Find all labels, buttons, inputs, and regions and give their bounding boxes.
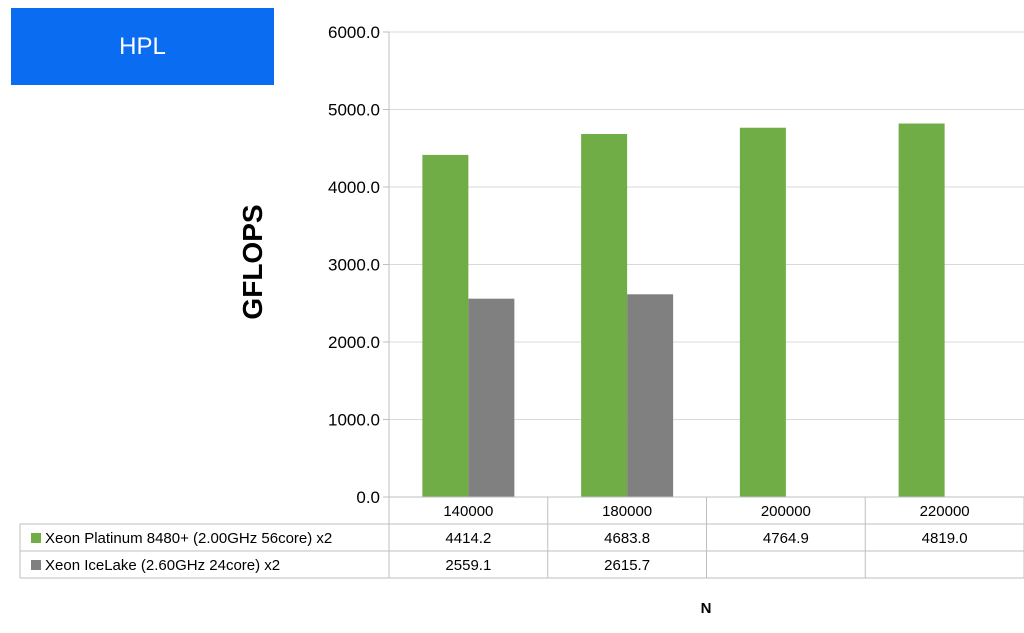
x-tick-label: 180000 (602, 503, 652, 520)
chart-title: HPL (11, 8, 274, 85)
bar (627, 294, 674, 497)
legend-label: Xeon Platinum 8480+ (2.00GHz 56core) x2 (45, 530, 332, 547)
data-label: 4764.9 (763, 530, 809, 547)
data-table: 140000 180000 200000 220000 Xeon Platinum 84… (19, 496, 1024, 579)
data-label: 4819.0 (922, 530, 968, 547)
y-tick-label: 6000.0 (328, 23, 380, 42)
x-tick-label: 220000 (920, 503, 970, 520)
legend-key (31, 533, 41, 543)
data-label: 4414.2 (445, 530, 491, 547)
y-tick-label: 1000.0 (328, 411, 380, 430)
y-tick-label: 4000.0 (328, 178, 380, 197)
legend-label: Xeon IceLake (2.60GHz 24core) x2 (45, 557, 280, 574)
x-axis-label: N (701, 600, 712, 617)
y-tick-label: 0.0 (356, 488, 380, 507)
bar (422, 154, 469, 497)
data-label: 2559.1 (445, 557, 491, 574)
y-axis-label: GFLOPS (237, 204, 268, 319)
y-tick-label: 5000.0 (328, 101, 380, 120)
bars (422, 123, 945, 498)
bar (468, 298, 515, 497)
data-label: 2615.7 (604, 557, 650, 574)
bar (898, 123, 945, 497)
y-tick-label: 3000.0 (328, 256, 380, 275)
axes: 0.0 1000.0 2000.0 3000.0 4000.0 5000.0 6000.0 (328, 23, 390, 507)
data-label: 4683.8 (604, 530, 650, 547)
legend-key (31, 560, 41, 570)
y-tick-label: 2000.0 (328, 333, 380, 352)
bar (739, 127, 786, 498)
x-tick-label: 140000 (443, 503, 493, 520)
x-tick-label: 200000 (761, 503, 811, 520)
bar (581, 134, 628, 497)
